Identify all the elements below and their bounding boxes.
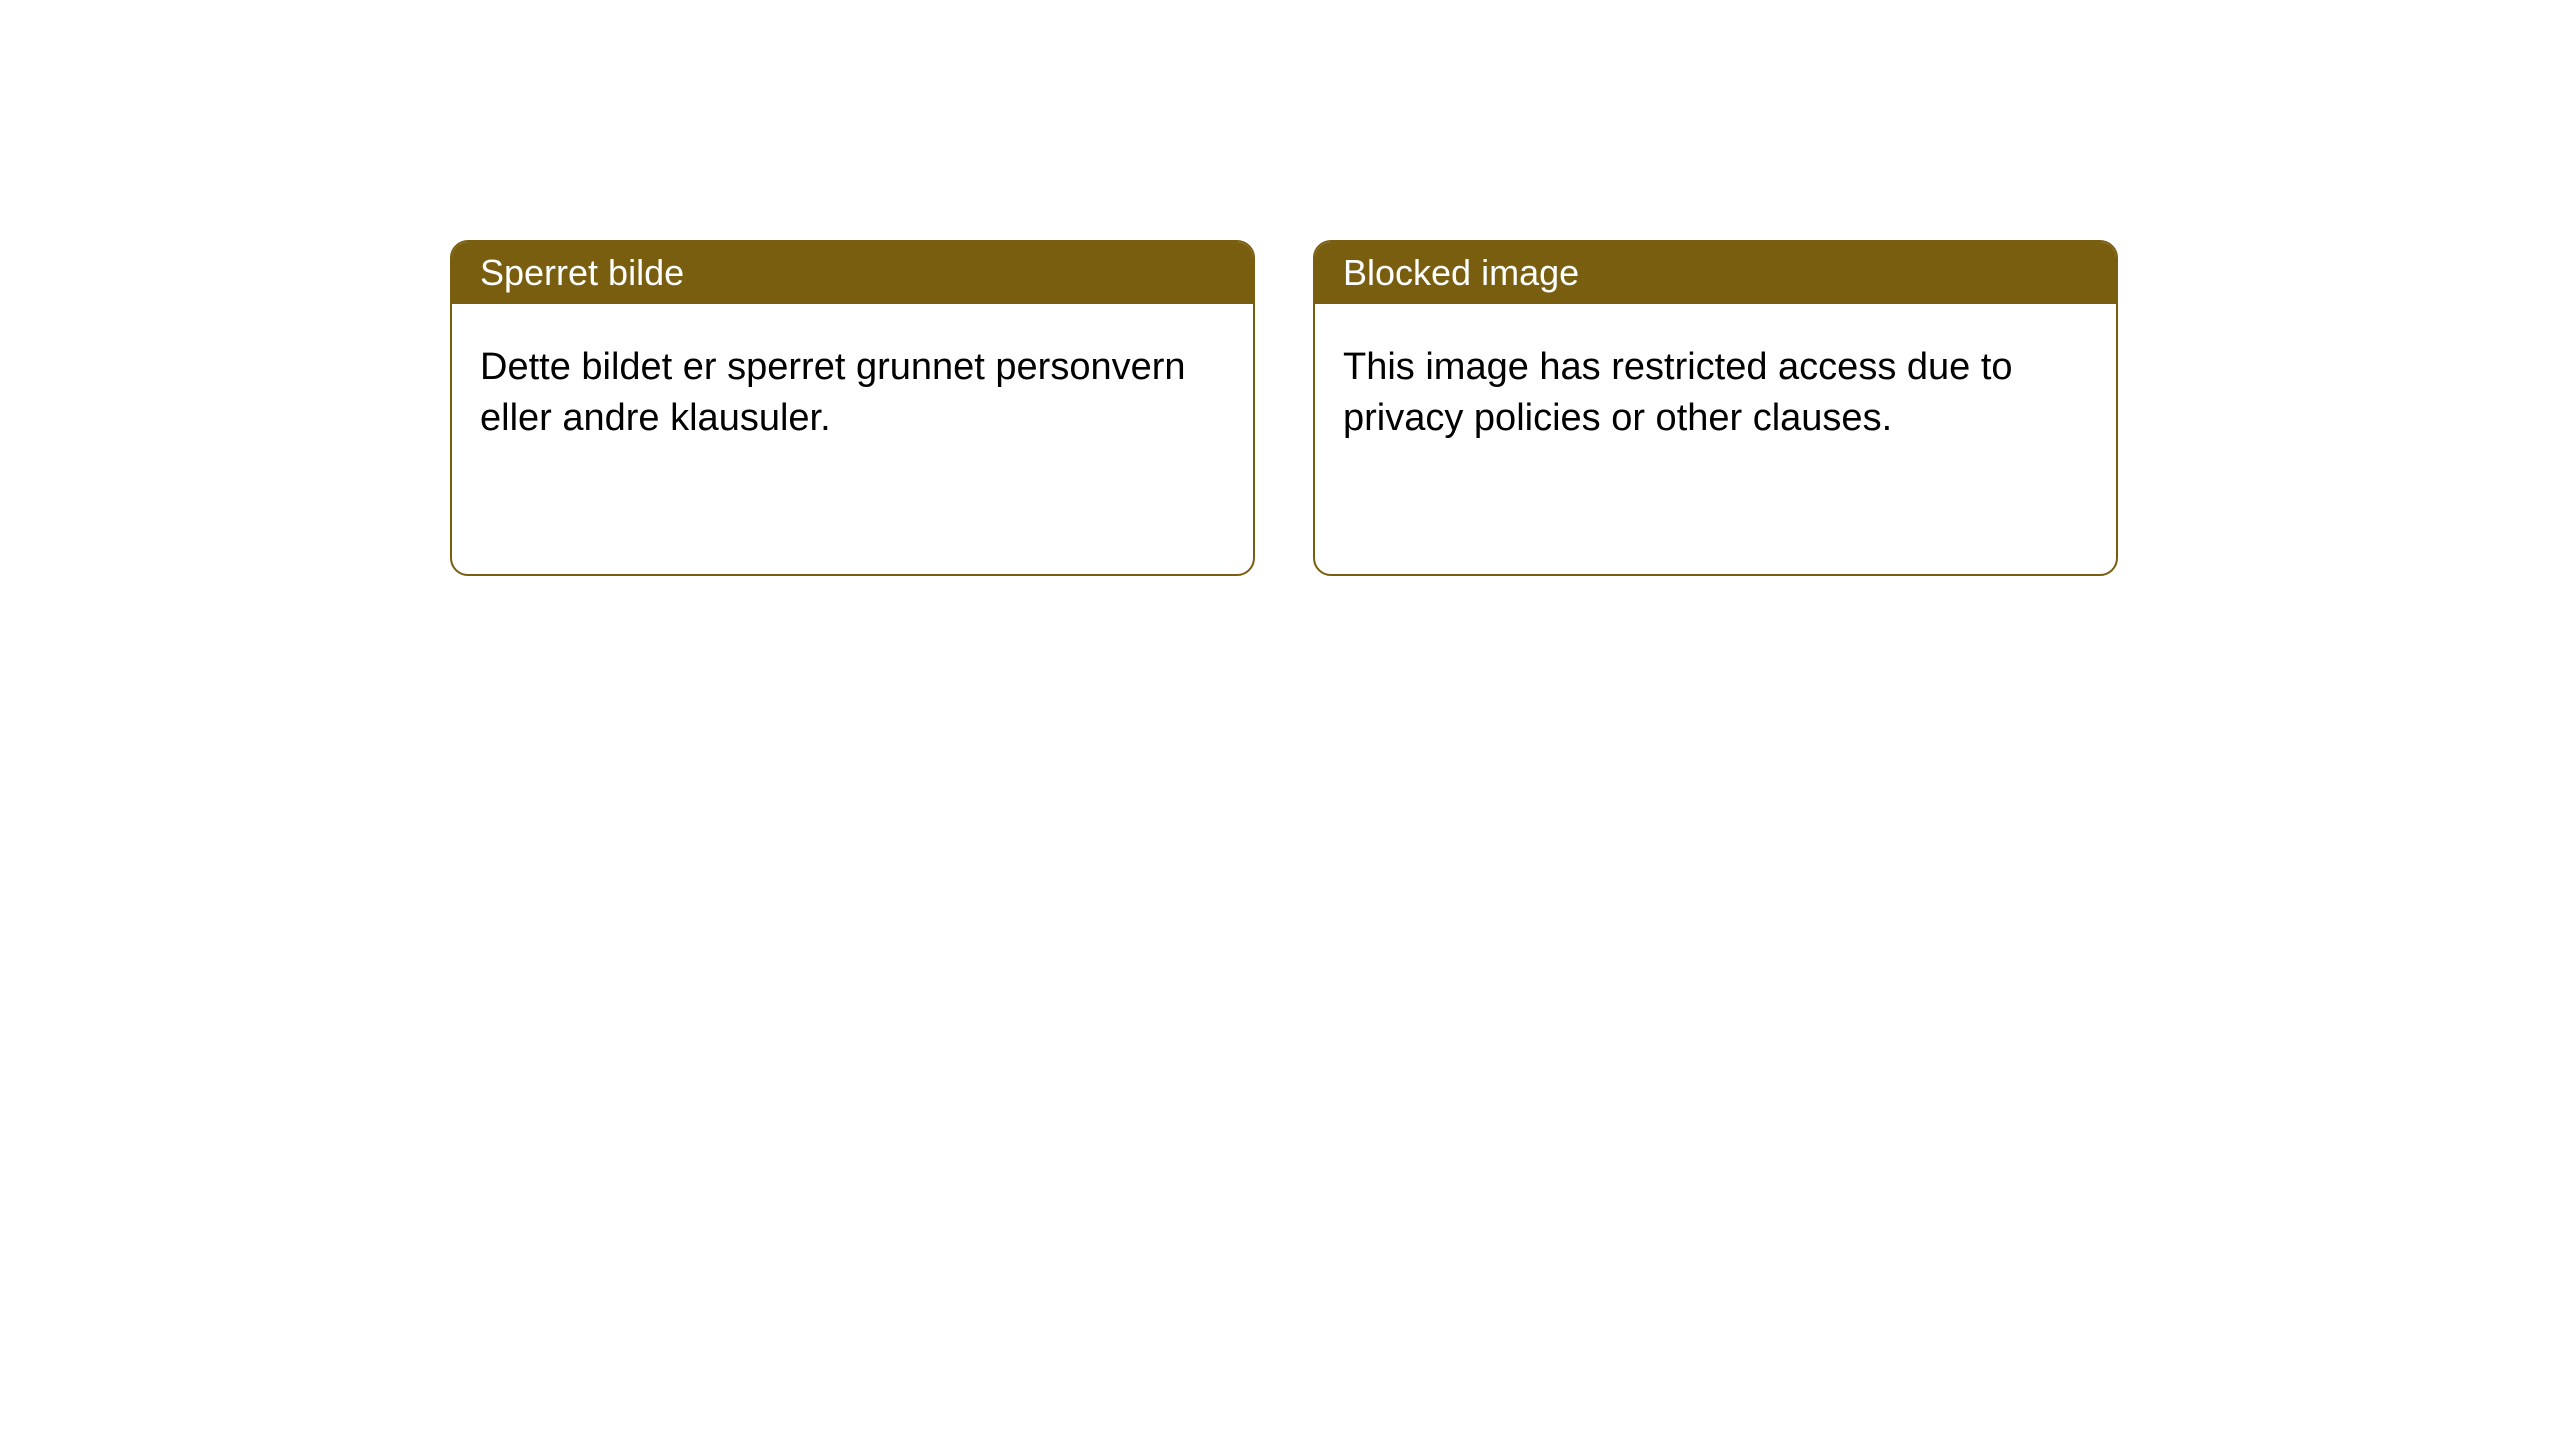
card-header: Blocked image (1315, 242, 2116, 304)
notice-card-norwegian: Sperret bilde Dette bildet er sperret gr… (450, 240, 1255, 576)
notice-card-english: Blocked image This image has restricted … (1313, 240, 2118, 576)
card-title: Sperret bilde (480, 252, 684, 294)
card-title: Blocked image (1343, 252, 1579, 294)
card-header: Sperret bilde (452, 242, 1253, 304)
notice-cards-container: Sperret bilde Dette bildet er sperret gr… (0, 0, 2560, 576)
card-body-text: This image has restricted access due to … (1343, 346, 2013, 439)
card-body: This image has restricted access due to … (1315, 304, 2116, 483)
card-body: Dette bildet er sperret grunnet personve… (452, 304, 1253, 483)
card-body-text: Dette bildet er sperret grunnet personve… (480, 346, 1186, 439)
